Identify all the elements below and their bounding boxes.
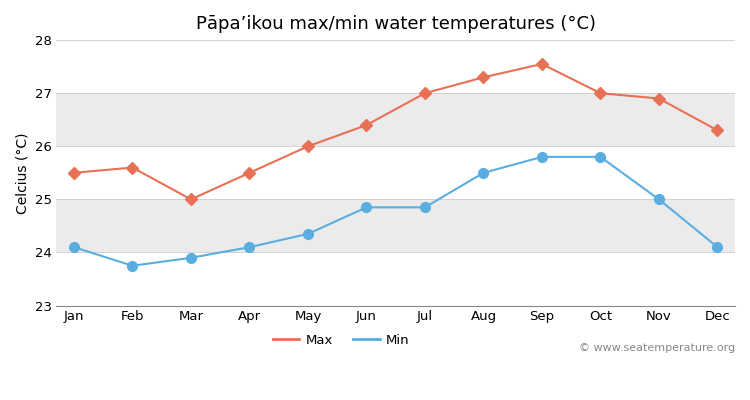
Title: Pāpaʼikou max/min water temperatures (°C): Pāpaʼikou max/min water temperatures (°C…: [196, 15, 596, 33]
Bar: [56, 199, 735, 252]
Bar: [56, 93, 735, 146]
Y-axis label: Celcius (°C): Celcius (°C): [15, 132, 29, 214]
Bar: [56, 40, 735, 93]
Bar: [56, 146, 735, 199]
Text: © www.seatemperature.org: © www.seatemperature.org: [579, 343, 735, 353]
Bar: [56, 252, 735, 306]
Legend: Max, Min: Max, Min: [268, 328, 415, 352]
